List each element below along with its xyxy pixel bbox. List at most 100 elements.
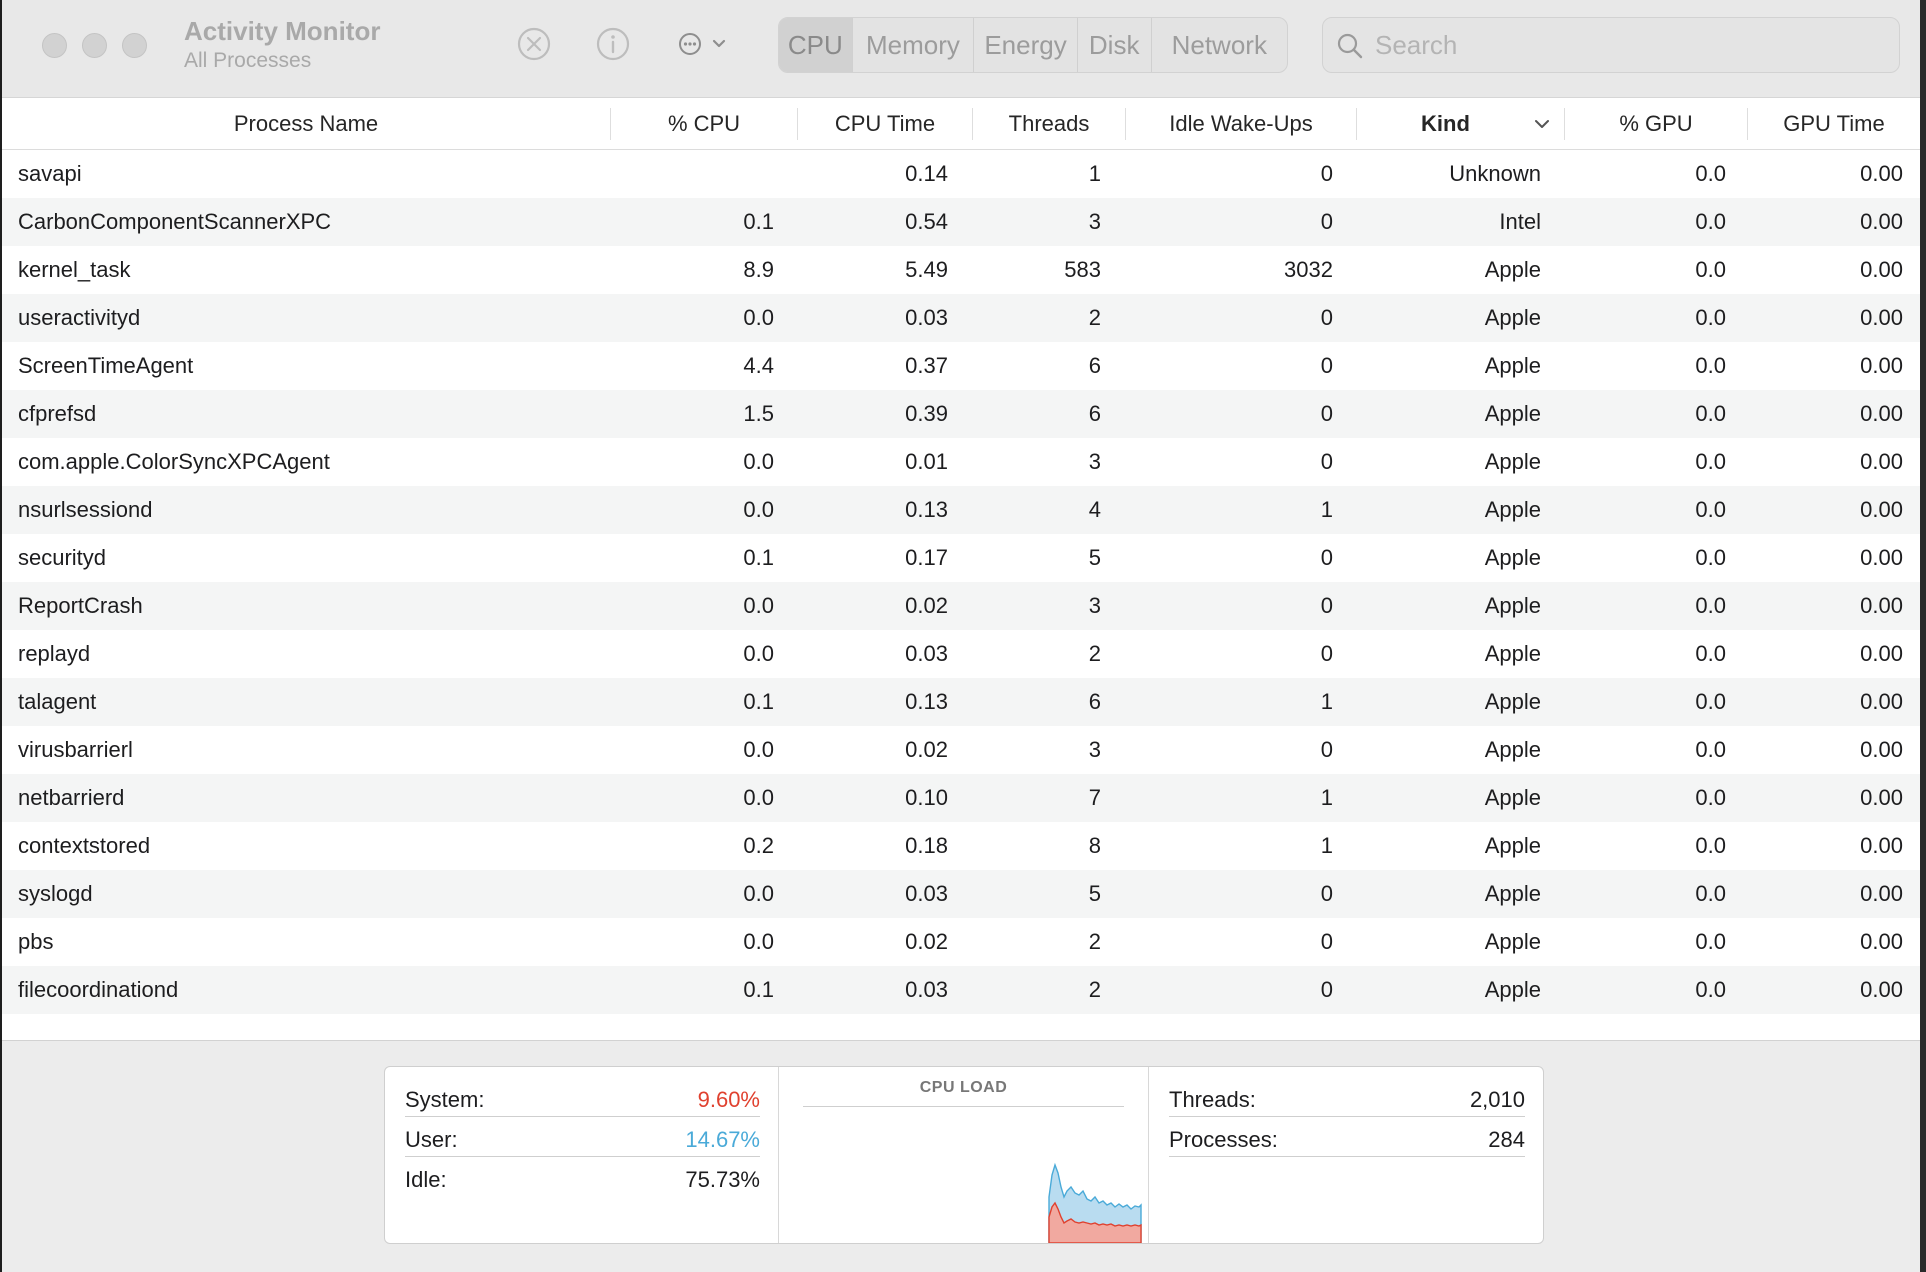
threads-cell: 2 — [1088, 929, 1101, 954]
table-row[interactable]: ScreenTimeAgent 4.4 0.37 6 0 Apple 0.0 0.00 — [2, 342, 1920, 390]
table-row[interactable]: filecoordinationd 0.1 0.03 2 0 Apple 0.0 0.00 — [2, 966, 1920, 1014]
table-row[interactable]: virusbarrierl 0.0 0.02 3 0 Apple 0.0 0.00 — [2, 726, 1920, 774]
gpu-time-cell: 0.00 — [1860, 449, 1903, 474]
cpu-time-cell: 0.03 — [905, 977, 948, 1002]
close-window-button[interactable] — [42, 33, 67, 58]
gpu-time-cell: 0.00 — [1860, 929, 1903, 954]
cpu-percent-cell: 0.2 — [743, 833, 774, 858]
process-name-cell: savapi — [18, 161, 82, 186]
idle-wake-ups-cell: 1 — [1320, 689, 1333, 714]
column-divider[interactable] — [797, 108, 798, 140]
threads-cell: 4 — [1088, 497, 1101, 522]
column-divider[interactable] — [1125, 108, 1126, 140]
column-header-cpu[interactable]: % CPU — [667, 111, 741, 136]
gpu-percent-cell: 0.0 — [1695, 545, 1726, 570]
table-row[interactable]: com.apple.ColorSyncXPCAgent 0.0 0.01 3 0 Appl… — [2, 438, 1920, 486]
table-row[interactable]: netbarrierd 0.0 0.10 7 1 Apple 0.0 0.00 — [2, 774, 1920, 822]
table-row[interactable]: kernel_task 8.9 5.49 583 3032 Apple 0.0 0.00 — [2, 246, 1920, 294]
table-row[interactable]: pbs 0.0 0.02 2 0 Apple 0.0 0.00 — [2, 918, 1920, 966]
column-divider[interactable] — [610, 108, 611, 140]
cpu-percent-cell: 0.0 — [743, 497, 774, 522]
idle-value: 75.73% — [685, 1167, 760, 1192]
table-row[interactable]: CarbonComponentScannerXPC 0.1 0.54 3 0 Intel 0… — [2, 198, 1920, 246]
threads-cell: 2 — [1088, 641, 1101, 666]
more-options-icon[interactable] — [674, 26, 734, 62]
idle-wake-ups-cell: 0 — [1320, 737, 1333, 762]
window-title: Activity Monitor — [184, 16, 381, 46]
cpu-time-cell: 0.17 — [905, 545, 948, 570]
table-row[interactable]: nsurlsessiond 0.0 0.13 4 1 Apple 0.0 0.00 — [2, 486, 1920, 534]
table-row[interactable]: replayd 0.0 0.03 2 0 Apple 0.0 0.00 — [2, 630, 1920, 678]
user-label: User: — [405, 1127, 458, 1152]
process-name-cell: talagent — [18, 689, 97, 714]
sort-chevron-down-icon[interactable] — [1532, 114, 1552, 134]
cpu-time-cell: 0.18 — [905, 833, 948, 858]
search-input[interactable] — [1375, 26, 1875, 64]
cpu-time-cell: 0.14 — [905, 161, 948, 186]
tab-memory[interactable]: Memory — [853, 18, 975, 72]
column-header-process-name[interactable]: Process Name — [233, 111, 379, 136]
kind-cell: Apple — [1484, 881, 1541, 906]
column-header-gpu[interactable]: % GPU — [1619, 111, 1693, 136]
kind-cell: Apple — [1484, 593, 1541, 618]
cpu-time-cell: 0.03 — [905, 881, 948, 906]
tab-network[interactable]: Network — [1171, 29, 1267, 60]
column-header-idle-wake-ups[interactable]: Idle Wake-Ups — [1169, 111, 1313, 136]
table-row[interactable]: cfprefsd 1.5 0.39 6 0 Apple 0.0 0.00 — [2, 390, 1920, 438]
user-stat-row: User: 14.67% — [405, 1117, 760, 1157]
kind-cell: Apple — [1484, 785, 1541, 810]
window-subtitle[interactable]: All Processes — [184, 49, 312, 72]
table-row[interactable]: useractivityd 0.0 0.03 2 0 Apple 0.0 0.00 — [2, 294, 1920, 342]
column-divider[interactable] — [1564, 108, 1565, 140]
threads-cell: 2 — [1088, 305, 1101, 330]
table-row[interactable]: syslogd 0.0 0.03 5 0 Apple 0.0 0.00 — [2, 870, 1920, 918]
threads-cell: 2 — [1088, 977, 1101, 1002]
cpu-percent-cell: 0.0 — [743, 449, 774, 474]
column-header-cpu-time[interactable]: CPU Time — [834, 111, 936, 136]
process-name-cell: netbarrierd — [18, 785, 125, 810]
column-divider[interactable] — [972, 108, 973, 140]
cpu-time-cell: 0.39 — [905, 401, 948, 426]
kind-cell: Apple — [1484, 353, 1541, 378]
cpu-percent-cell: 0.1 — [743, 209, 774, 234]
table-row[interactable]: contextstored 0.2 0.18 8 1 Apple 0.0 0.00 — [2, 822, 1920, 870]
cpu-time-cell: 0.02 — [905, 593, 948, 618]
cpu-percent-cell: 0.0 — [743, 881, 774, 906]
gpu-percent-cell: 0.0 — [1695, 497, 1726, 522]
tab-disk[interactable]: Disk — [1078, 18, 1152, 72]
table-divider — [2, 1040, 1920, 1041]
info-icon[interactable] — [595, 26, 631, 62]
kind-cell: Apple — [1484, 929, 1541, 954]
gpu-time-cell: 0.00 — [1860, 881, 1903, 906]
idle-wake-ups-cell: 0 — [1320, 641, 1333, 666]
threads-value: 2,010 — [1469, 1087, 1525, 1112]
column-divider[interactable] — [1356, 108, 1357, 140]
table-row[interactable]: talagent 0.1 0.13 6 1 Apple 0.0 0.00 — [2, 678, 1920, 726]
table-row[interactable]: ReportCrash 0.0 0.02 3 0 Apple 0.0 0.00 — [2, 582, 1920, 630]
process-name-cell: securityd — [18, 545, 107, 570]
stop-process-icon[interactable] — [516, 26, 552, 62]
minimize-window-button[interactable] — [82, 33, 107, 58]
process-name-cell: virusbarrierl — [18, 737, 133, 762]
column-divider[interactable] — [1747, 108, 1748, 140]
search-field[interactable] — [1322, 17, 1900, 73]
process-table: Process Name % CPU CPU Time Threads Idle… — [2, 98, 1920, 1040]
idle-wake-ups-cell: 0 — [1320, 929, 1333, 954]
table-row[interactable]: savapi 0.14 1 0 Unknown 0.0 0.00 — [2, 150, 1920, 198]
gpu-percent-cell: 0.0 — [1695, 209, 1726, 234]
column-header-kind[interactable]: Kind — [1421, 111, 1470, 136]
tab-cpu[interactable]: CPU — [779, 18, 853, 72]
idle-wake-ups-cell: 0 — [1320, 881, 1333, 906]
cpu-stats-footer: System: 9.60% User: 14.67% Idle: 75.73% … — [384, 1066, 1544, 1244]
tab-energy[interactable]: Energy — [974, 18, 1078, 72]
gpu-time-cell: 0.00 — [1860, 305, 1903, 330]
zoom-window-button[interactable] — [122, 33, 147, 58]
cpu-time-cell: 0.10 — [905, 785, 948, 810]
column-header-threads[interactable]: Threads — [1008, 111, 1090, 136]
gpu-percent-cell: 0.0 — [1695, 737, 1726, 762]
user-value: 14.67% — [685, 1127, 760, 1152]
column-header-gpu-time[interactable]: GPU Time — [1783, 111, 1885, 136]
table-row[interactable]: securityd 0.1 0.17 5 0 Apple 0.0 0.00 — [2, 534, 1920, 582]
process-name-cell: ScreenTimeAgent — [18, 353, 194, 378]
